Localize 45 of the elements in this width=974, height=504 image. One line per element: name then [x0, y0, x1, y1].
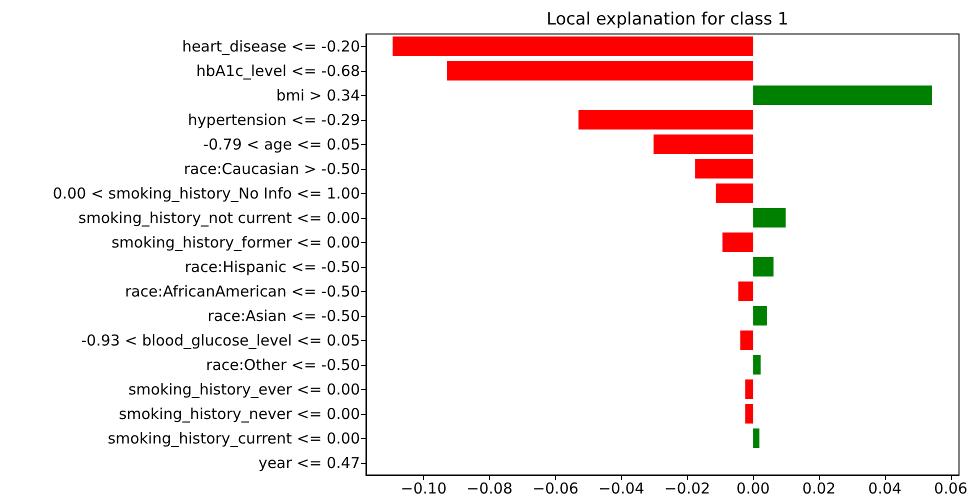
y-tick-label: race:Hispanic <= -0.50	[184, 258, 360, 276]
x-tick-label: 0.04	[868, 480, 902, 498]
bar	[753, 256, 774, 277]
y-tick-label: race:AfricanAmerican <= -0.50	[124, 282, 360, 300]
bar	[392, 36, 754, 56]
x-tick-label: −0.04	[598, 480, 644, 498]
y-tick-label: bmi > 0.34	[276, 86, 360, 104]
bar	[578, 110, 754, 130]
x-tick-label: −0.02	[664, 480, 710, 498]
x-tick-label: −0.08	[466, 480, 513, 498]
y-tick-label: -0.93 < blood_glucose_level <= 0.05	[81, 331, 360, 350]
bar	[753, 208, 786, 228]
y-tick-label: race:Asian <= -0.50	[208, 306, 360, 325]
y-tick-label: race:Caucasian > -0.50	[184, 160, 360, 178]
y-tick-label: smoking_history_former <= 0.00	[111, 233, 360, 252]
bar	[753, 85, 932, 106]
bar	[716, 183, 754, 204]
y-tick-label: smoking_history_never <= 0.00	[118, 404, 360, 423]
bar	[740, 330, 754, 350]
x-tick-label: −0.10	[400, 480, 447, 498]
y-tick-label: smoking_history_ever <= 0.00	[128, 380, 360, 398]
y-tick-label: hbA1c_level <= -0.68	[196, 62, 360, 80]
bar	[654, 134, 754, 154]
chart-title: Local explanation for class 1	[546, 10, 788, 30]
y-tick-label: race:Other <= -0.50	[206, 356, 360, 374]
bar	[745, 379, 754, 400]
y-tick-label: smoking_history_current <= 0.00	[108, 429, 360, 448]
bar	[738, 281, 754, 302]
bar	[447, 60, 754, 81]
y-tick-label: year <= 0.47	[258, 454, 360, 472]
bar	[753, 354, 761, 375]
bar	[753, 428, 760, 448]
x-tick-label: 0.02	[802, 480, 836, 498]
y-tick-label: smoking_history_not current <= 0.00	[78, 208, 360, 227]
y-tick-label: heart_disease <= -0.20	[182, 37, 360, 56]
x-tick-label: 0.00	[736, 480, 770, 498]
bar	[722, 232, 754, 252]
x-tick-label: −0.06	[532, 480, 578, 498]
bar	[745, 404, 754, 424]
y-tick-label: 0.00 < smoking_history_No Info <= 1.00	[52, 184, 360, 202]
y-tick-label: hypertension <= -0.29	[188, 110, 360, 129]
bar	[753, 306, 767, 326]
bar	[695, 158, 754, 179]
x-tick-label: 0.06	[934, 480, 968, 498]
y-tick-label: -0.79 < age <= 0.05	[203, 135, 360, 154]
